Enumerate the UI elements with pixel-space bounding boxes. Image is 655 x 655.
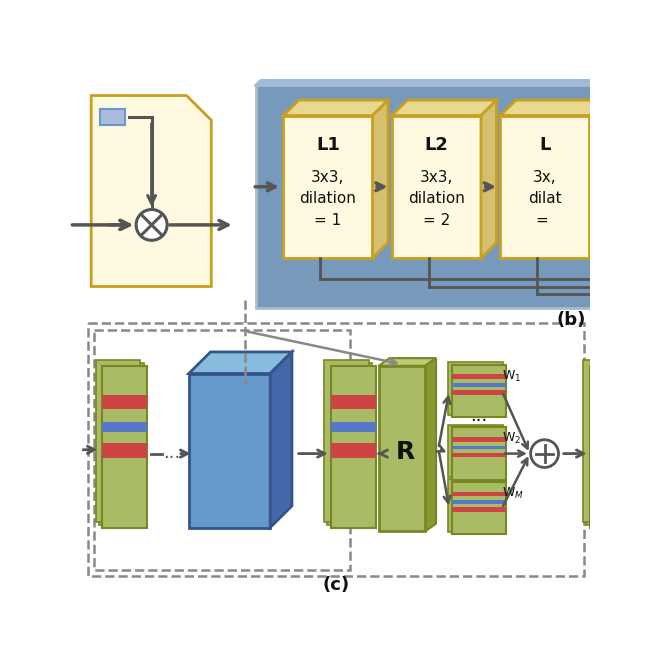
- FancyBboxPatch shape: [331, 443, 375, 458]
- FancyBboxPatch shape: [590, 443, 635, 458]
- FancyBboxPatch shape: [102, 395, 147, 409]
- FancyBboxPatch shape: [102, 365, 147, 527]
- FancyBboxPatch shape: [99, 363, 143, 525]
- FancyBboxPatch shape: [590, 395, 635, 409]
- FancyBboxPatch shape: [448, 424, 502, 477]
- Text: = 1: = 1: [314, 213, 341, 228]
- Text: ...: ...: [163, 444, 180, 462]
- Polygon shape: [189, 352, 292, 373]
- Polygon shape: [379, 358, 436, 365]
- Polygon shape: [271, 352, 292, 527]
- FancyBboxPatch shape: [100, 109, 125, 125]
- FancyBboxPatch shape: [590, 365, 635, 527]
- FancyBboxPatch shape: [451, 428, 506, 479]
- FancyBboxPatch shape: [451, 390, 506, 395]
- Text: dilation: dilation: [299, 191, 356, 206]
- Polygon shape: [284, 100, 388, 115]
- FancyBboxPatch shape: [451, 482, 506, 534]
- FancyBboxPatch shape: [451, 365, 506, 417]
- Polygon shape: [644, 63, 655, 308]
- FancyBboxPatch shape: [451, 365, 506, 417]
- Circle shape: [531, 440, 559, 468]
- Text: (b): (b): [556, 311, 586, 329]
- FancyBboxPatch shape: [451, 453, 506, 457]
- Text: ...: ...: [470, 407, 487, 425]
- Text: = 2: = 2: [423, 213, 450, 228]
- FancyBboxPatch shape: [102, 365, 147, 527]
- FancyBboxPatch shape: [451, 500, 506, 504]
- FancyBboxPatch shape: [448, 362, 502, 415]
- FancyBboxPatch shape: [189, 373, 271, 527]
- Text: (c): (c): [322, 576, 350, 594]
- Polygon shape: [392, 100, 496, 115]
- FancyBboxPatch shape: [451, 482, 506, 534]
- FancyBboxPatch shape: [451, 446, 506, 449]
- Polygon shape: [91, 96, 212, 286]
- Text: 3x,: 3x,: [533, 170, 557, 185]
- Polygon shape: [481, 100, 496, 258]
- FancyBboxPatch shape: [451, 428, 506, 479]
- Polygon shape: [590, 100, 605, 258]
- FancyBboxPatch shape: [451, 375, 506, 379]
- FancyBboxPatch shape: [451, 383, 506, 386]
- Text: 3x3,: 3x3,: [311, 170, 345, 185]
- FancyBboxPatch shape: [331, 365, 375, 527]
- FancyBboxPatch shape: [96, 360, 140, 522]
- FancyBboxPatch shape: [590, 365, 635, 527]
- FancyBboxPatch shape: [331, 395, 375, 409]
- Text: dilation: dilation: [408, 191, 465, 206]
- Circle shape: [136, 210, 167, 240]
- FancyBboxPatch shape: [284, 115, 373, 258]
- Text: =: =: [536, 213, 553, 228]
- Text: L1: L1: [316, 136, 340, 154]
- FancyBboxPatch shape: [102, 422, 147, 432]
- FancyBboxPatch shape: [583, 360, 628, 522]
- Text: L2: L2: [424, 136, 449, 154]
- FancyBboxPatch shape: [379, 365, 425, 531]
- Text: 3x3,: 3x3,: [420, 170, 453, 185]
- FancyBboxPatch shape: [256, 84, 644, 308]
- FancyBboxPatch shape: [328, 363, 372, 525]
- Polygon shape: [500, 100, 605, 115]
- Polygon shape: [425, 358, 436, 531]
- Text: R: R: [396, 440, 415, 464]
- FancyBboxPatch shape: [331, 422, 375, 432]
- FancyBboxPatch shape: [331, 365, 375, 527]
- FancyBboxPatch shape: [451, 491, 506, 496]
- FancyBboxPatch shape: [500, 115, 590, 258]
- Polygon shape: [256, 63, 655, 84]
- Text: W$_1$: W$_1$: [502, 369, 521, 384]
- FancyBboxPatch shape: [451, 437, 506, 441]
- Text: W$_M$: W$_M$: [502, 486, 524, 501]
- FancyBboxPatch shape: [586, 363, 631, 525]
- FancyBboxPatch shape: [324, 360, 369, 522]
- FancyBboxPatch shape: [102, 443, 147, 458]
- Text: L: L: [539, 136, 551, 154]
- FancyBboxPatch shape: [590, 422, 635, 432]
- FancyBboxPatch shape: [451, 507, 506, 512]
- FancyBboxPatch shape: [392, 115, 481, 258]
- Text: dilat: dilat: [528, 191, 562, 206]
- Text: W$_2$: W$_2$: [502, 431, 521, 446]
- FancyBboxPatch shape: [448, 479, 502, 532]
- Polygon shape: [373, 100, 388, 258]
